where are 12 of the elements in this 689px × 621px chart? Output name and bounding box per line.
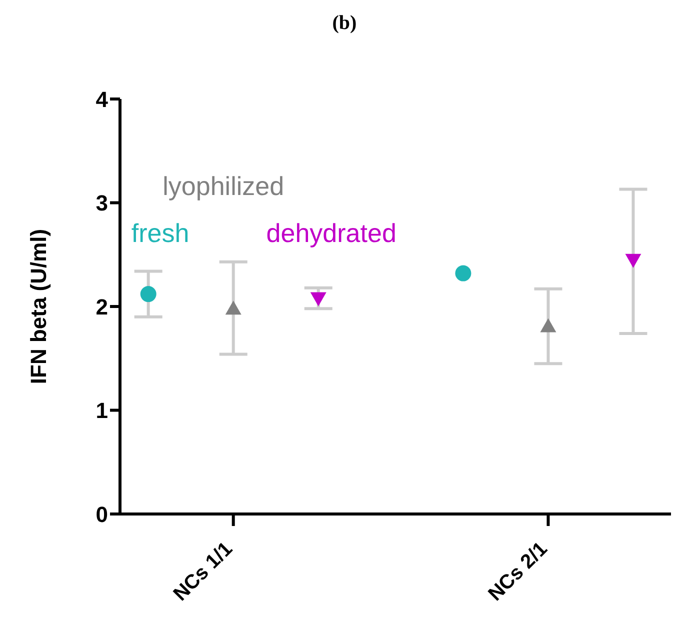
text: lyophilized [162, 171, 284, 202]
text: dehydrated [266, 218, 396, 248]
series-label: fresh [131, 218, 190, 248]
y-tick-label: 2 [96, 294, 108, 320]
y-tick-label: 4 [96, 86, 109, 112]
y-tick-label: 1 [96, 398, 108, 424]
y-axis-title: IFN beta (U/ml) [26, 228, 51, 384]
y-tick-label: 0 [96, 502, 108, 527]
y-tick-label: 3 [96, 190, 108, 216]
x-tick-label: NCs 1/1 [169, 538, 237, 606]
chart-title: (b) [331, 11, 358, 36]
x-tick-label: NCs 2/1 [484, 538, 552, 606]
